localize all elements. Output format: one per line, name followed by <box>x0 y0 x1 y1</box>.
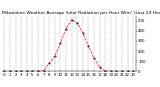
Text: Milwaukee Weather Average Solar Radiation per Hour W/m² (Last 24 Hours): Milwaukee Weather Average Solar Radiatio… <box>2 11 160 15</box>
